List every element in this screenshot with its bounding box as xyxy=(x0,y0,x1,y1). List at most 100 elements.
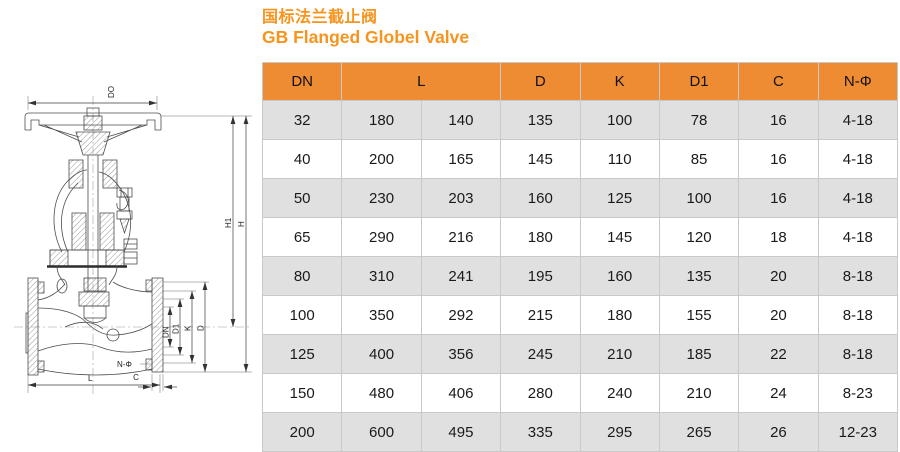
table-cell: 8-18 xyxy=(817,256,899,297)
table-cell: 12-23 xyxy=(817,412,899,452)
table-cell: 195 xyxy=(500,256,581,297)
dimension-l: L xyxy=(27,374,161,393)
dim-label-k: K xyxy=(184,325,193,331)
table-cell: 100 xyxy=(579,100,660,141)
table-cell: 600 xyxy=(341,412,422,452)
table-row: 200 600 495 335 295 265 26 12-23 xyxy=(261,412,899,452)
table-cell: 210 xyxy=(658,373,740,414)
table-cell: 110 xyxy=(579,139,660,180)
table-cell: 140 xyxy=(420,100,502,141)
table-cell: 16 xyxy=(738,100,819,141)
dim-label-n-phi: N-Φ xyxy=(117,360,132,369)
col-header-d: D xyxy=(500,62,581,102)
table-cell: 400 xyxy=(341,334,422,375)
table-cell: 20 xyxy=(738,256,819,297)
table-cell: 335 xyxy=(500,412,581,452)
table-row: 125 400 356 245 210 185 22 8-18 xyxy=(261,334,899,375)
table-cell: 22 xyxy=(738,334,819,375)
valve-technical-drawing: DO H1 H DN D1 K D N-Φ xyxy=(0,80,258,432)
table-row: 100 350 292 215 180 155 20 8-18 xyxy=(261,295,899,336)
dim-label-d1: D1 xyxy=(172,323,181,334)
spec-panel: 国标法兰截止阀 GB Flanged Globel Valve DN L D K… xyxy=(261,8,899,452)
table-cell: 100 xyxy=(658,178,740,219)
col-header-n-phi: N-Φ xyxy=(817,62,899,102)
table-cell: 350 xyxy=(341,295,422,336)
bonnet xyxy=(47,212,138,286)
side-bolt-fitting xyxy=(116,187,133,235)
table-cell: 356 xyxy=(420,334,502,375)
table-cell: 295 xyxy=(579,412,660,452)
table-row: 65 290 216 180 145 120 18 4-18 xyxy=(261,217,899,258)
dimension-c: C xyxy=(133,373,177,391)
valve-disc xyxy=(78,277,110,323)
table-cell: 310 xyxy=(341,256,422,297)
table-cell: 100 xyxy=(261,295,343,336)
table-cell: 65 xyxy=(261,217,343,258)
table-cell: 240 xyxy=(579,373,660,414)
table-cell: 4-18 xyxy=(817,100,899,141)
table-cell: 230 xyxy=(341,178,422,219)
table-cell: 290 xyxy=(341,217,422,258)
table-cell: 155 xyxy=(658,295,740,336)
valve-drawing-svg: DO H1 H DN D1 K D N-Φ xyxy=(14,86,252,396)
table-cell: 80 xyxy=(261,256,343,297)
table-cell: 495 xyxy=(420,412,502,452)
table-cell: 120 xyxy=(658,217,740,258)
table-cell: 241 xyxy=(420,256,502,297)
dim-label-l: L xyxy=(88,374,93,383)
table-cell: 125 xyxy=(579,178,660,219)
valve-body xyxy=(25,277,164,376)
table-cell: 8-18 xyxy=(817,334,899,375)
table-cell: 292 xyxy=(420,295,502,336)
table-cell: 16 xyxy=(738,178,819,219)
table-cell: 280 xyxy=(500,373,581,414)
dimension-h: H1 H xyxy=(161,115,252,373)
col-header-k: K xyxy=(579,62,660,102)
table-cell: 185 xyxy=(658,334,740,375)
dim-label-h1: H1 xyxy=(224,217,233,228)
table-cell: 406 xyxy=(420,373,502,414)
table-cell: 160 xyxy=(579,256,660,297)
col-header-c: C xyxy=(738,62,819,102)
dimension-n-phi: N-Φ xyxy=(117,360,151,369)
dimension-do: DO xyxy=(27,86,158,110)
table-row: 32 180 140 135 100 78 16 4-18 xyxy=(261,100,899,141)
table-cell: 24 xyxy=(738,373,819,414)
table-cell: 180 xyxy=(341,100,422,141)
table-cell: 265 xyxy=(658,412,740,452)
table-cell: 26 xyxy=(738,412,819,452)
table-cell: 4-18 xyxy=(817,178,899,219)
table-cell: 135 xyxy=(658,256,740,297)
dimension-flange-diameters: DN D1 K D xyxy=(162,281,209,372)
table-cell: 85 xyxy=(658,139,740,180)
table-cell: 8-18 xyxy=(817,295,899,336)
dimension-table: DN L D K D1 C N-Φ 32 180 140 135 100 78 16 4-18… xyxy=(261,62,899,452)
col-header-dn: DN xyxy=(261,62,343,102)
dim-label-d: D xyxy=(197,325,206,331)
table-cell: 480 xyxy=(341,373,422,414)
table-cell: 145 xyxy=(579,217,660,258)
table-cell: 160 xyxy=(500,178,581,219)
table-row: 150 480 406 280 240 210 24 8-23 xyxy=(261,373,899,414)
table-cell: 245 xyxy=(500,334,581,375)
table-cell: 18 xyxy=(738,217,819,258)
dim-label-h: H xyxy=(237,221,246,227)
table-cell: 50 xyxy=(261,178,343,219)
table-cell: 216 xyxy=(420,217,502,258)
table-cell: 32 xyxy=(261,100,343,141)
table-header-row: DN L D K D1 C N-Φ xyxy=(261,62,899,102)
table-cell: 210 xyxy=(579,334,660,375)
table-cell: 16 xyxy=(738,139,819,180)
centerlines xyxy=(14,96,252,396)
table-cell: 200 xyxy=(341,139,422,180)
table-row: 40 200 165 145 110 85 16 4-18 xyxy=(261,139,899,180)
product-title-en: GB Flanged Globel Valve xyxy=(262,27,470,48)
table-row: 80 310 241 195 160 135 20 8-18 xyxy=(261,256,899,297)
table-cell: 180 xyxy=(500,217,581,258)
table-cell: 78 xyxy=(658,100,740,141)
table-cell: 8-23 xyxy=(817,373,899,414)
dim-label-c: C xyxy=(133,373,139,382)
table-cell: 4-18 xyxy=(817,139,899,180)
handwheel xyxy=(24,107,162,156)
table-cell: 200 xyxy=(261,412,343,452)
